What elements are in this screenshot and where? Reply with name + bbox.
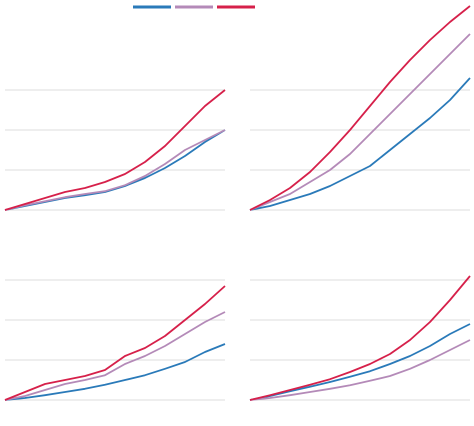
series-line <box>249 323 471 401</box>
series-line <box>249 77 471 211</box>
series-line <box>4 311 226 401</box>
series-line <box>4 129 226 211</box>
series-line <box>4 343 226 401</box>
series-line <box>249 5 471 211</box>
series-line <box>4 89 226 211</box>
series-line <box>4 285 226 401</box>
series-line <box>249 275 471 401</box>
series-line <box>249 339 471 401</box>
series-line <box>249 33 471 211</box>
